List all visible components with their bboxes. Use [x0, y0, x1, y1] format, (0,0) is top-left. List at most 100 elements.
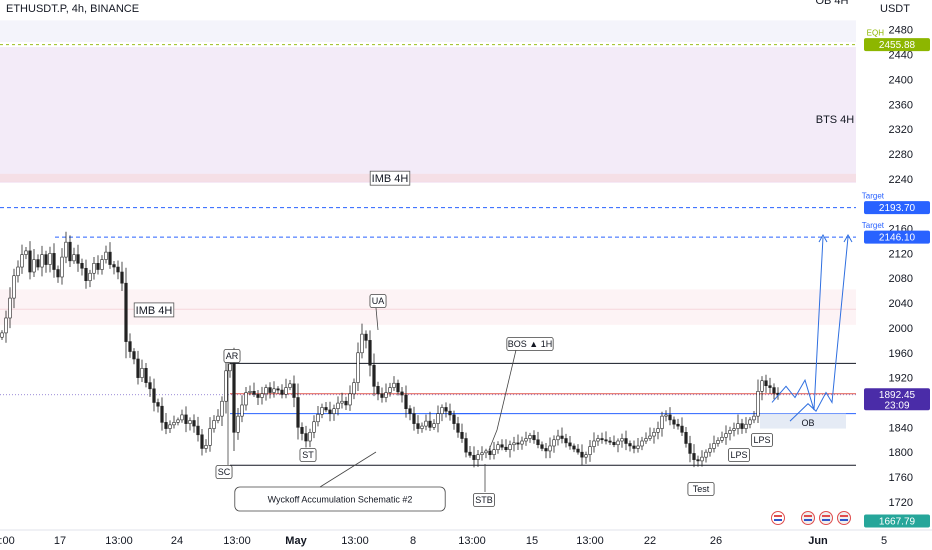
candle-body	[12, 275, 16, 299]
candle-body	[272, 388, 276, 393]
candle-body	[348, 393, 352, 406]
candle-body	[400, 391, 404, 396]
candle	[388, 382, 392, 397]
candle-body	[196, 425, 200, 436]
price-tick: 2440	[889, 50, 913, 62]
candle	[380, 387, 384, 403]
price-axis[interactable]: USDT248024402400236023202280224021602120…	[856, 0, 932, 550]
candle-body	[704, 451, 708, 458]
time-tick: 13:00	[458, 535, 486, 547]
candle-body	[744, 423, 748, 429]
candle	[236, 407, 240, 440]
candle-body	[396, 382, 400, 393]
candle-body	[708, 448, 712, 453]
candle-body	[344, 400, 348, 406]
candle-body	[388, 387, 392, 393]
time-tick: 13:00	[105, 535, 133, 547]
candle	[224, 360, 228, 414]
candle	[24, 247, 28, 260]
candle	[48, 246, 52, 273]
candle	[408, 405, 412, 421]
price-axis-bg	[856, 0, 932, 550]
candle	[588, 440, 592, 462]
candle-body	[20, 254, 24, 268]
time-tick: Jun	[808, 535, 828, 547]
candle-body	[564, 438, 568, 444]
price-tick: 2480	[889, 25, 913, 37]
time-axis[interactable]: 2:00 17 13:00 24 13:00 May 13:00 8 13:00 15 13:00 2…	[0, 511, 932, 548]
flag-event-icon	[837, 511, 851, 525]
candle	[216, 409, 220, 424]
candle	[172, 415, 176, 429]
candle	[660, 411, 664, 437]
candle-body	[768, 385, 772, 388]
candle	[96, 255, 100, 275]
candle	[360, 323, 364, 359]
candle-body	[56, 269, 60, 278]
candle-body	[664, 414, 668, 417]
candle	[628, 440, 632, 452]
candle-body	[380, 393, 384, 398]
price-tick: 1960	[889, 348, 913, 360]
price-tag-label: EQH	[867, 29, 885, 38]
candle-body	[320, 407, 324, 415]
candle-body	[436, 413, 440, 424]
candle-body	[68, 241, 72, 262]
candle-body	[580, 451, 584, 458]
candle-body	[108, 251, 112, 265]
candle	[232, 347, 236, 451]
price-tick: 2000	[889, 323, 913, 335]
zone-label-box	[369, 170, 411, 186]
candle	[712, 435, 716, 453]
candle	[64, 231, 68, 264]
candle	[616, 438, 620, 453]
candle	[644, 432, 648, 444]
candle	[416, 415, 420, 434]
candle	[672, 416, 676, 429]
candle	[12, 268, 16, 309]
candle-body	[164, 422, 168, 429]
price-tick: 2280	[889, 149, 913, 161]
candle-body	[712, 443, 716, 449]
candle-body	[420, 425, 424, 429]
candle	[300, 422, 304, 441]
candle-body	[684, 432, 688, 444]
candle	[720, 431, 724, 443]
candle-body	[144, 368, 148, 383]
annotation-box	[215, 465, 233, 479]
candle	[756, 379, 760, 423]
candle	[184, 406, 188, 433]
candle	[244, 386, 248, 411]
candle-body	[280, 389, 284, 395]
candle	[264, 384, 268, 401]
candle-body	[352, 382, 356, 395]
price-tag-label: Target	[862, 192, 885, 201]
zone-3	[0, 289, 856, 325]
candle-body	[44, 254, 48, 265]
candle-body	[288, 383, 292, 388]
candle	[396, 379, 400, 396]
flag-event-icon	[819, 511, 833, 525]
candle	[512, 436, 516, 452]
candle-body	[36, 259, 40, 268]
candle	[252, 382, 256, 397]
candle	[68, 235, 72, 268]
candle	[596, 434, 600, 446]
candle-body	[296, 397, 300, 428]
candle	[188, 417, 192, 431]
time-tick: 13:00	[223, 535, 251, 547]
candle	[148, 376, 152, 397]
candles-layer	[0, 231, 780, 468]
event-icon-stripe	[840, 515, 848, 517]
annotation-box	[299, 448, 317, 462]
annotation-box	[223, 349, 241, 363]
candle	[176, 417, 180, 426]
candle	[180, 409, 184, 423]
price-tag-label: Target	[862, 221, 885, 230]
candle	[412, 406, 416, 431]
time-tick: 2:00	[0, 535, 15, 547]
candle-body	[268, 387, 272, 393]
candle	[696, 455, 700, 467]
candle-body	[736, 423, 740, 429]
